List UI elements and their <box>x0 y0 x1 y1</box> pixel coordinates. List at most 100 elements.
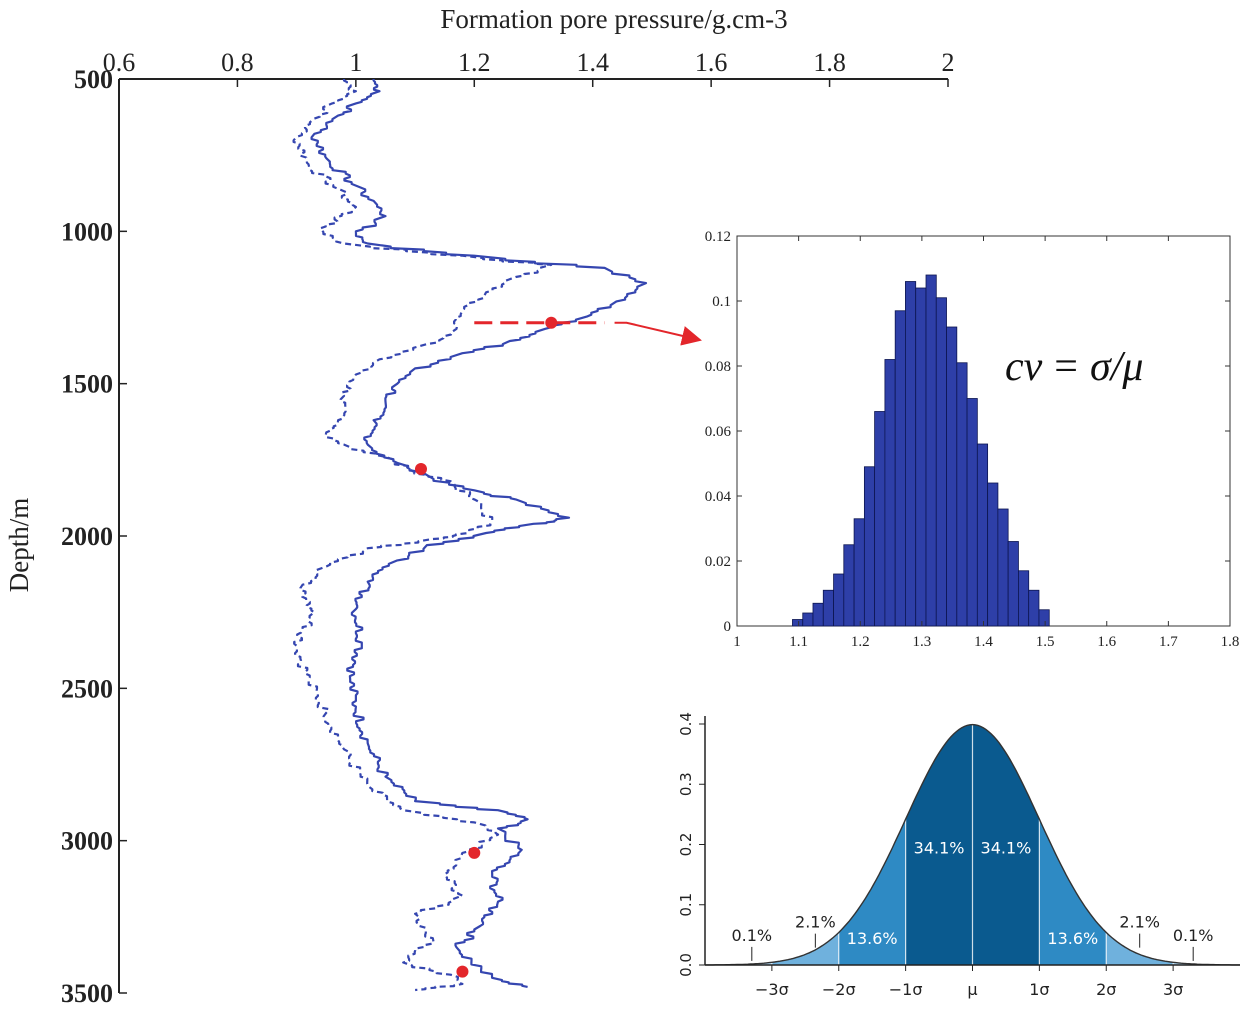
region-percent-label: 13.6% <box>1047 929 1098 948</box>
normal-x-tick-label: μ <box>967 980 977 999</box>
histogram-y-tick-label: 0.04 <box>705 489 732 505</box>
histogram-x-tick-label: 1.3 <box>913 634 932 650</box>
histogram-bar <box>946 326 958 627</box>
y-tick-label: 2000 <box>61 522 113 551</box>
pore-pressure-markers <box>414 316 702 978</box>
y-axis-label: Depth/m <box>4 498 34 593</box>
histogram-bar <box>874 411 886 627</box>
red-marker <box>545 316 558 329</box>
y-tick-label: 3500 <box>61 979 113 1008</box>
x-tick-label: 2 <box>942 48 955 77</box>
histogram-x-tick-label: 1.2 <box>851 634 870 650</box>
histogram-y-tick-label: 0.02 <box>705 554 731 570</box>
cv-formula: cv = σ/μ <box>1005 344 1143 390</box>
histogram-bar <box>802 612 814 627</box>
histogram-bar <box>987 482 999 627</box>
histogram-bar <box>976 443 989 627</box>
normal-region <box>1106 932 1174 965</box>
x-tick-label: 1.2 <box>458 48 491 77</box>
histogram-bar <box>812 602 824 627</box>
histogram-bar <box>1007 541 1019 627</box>
normal-x-tick-label: −2σ <box>822 980 856 999</box>
normal-y-tick-label: 0.3 <box>677 772 695 796</box>
region-percent-label: 0.1% <box>731 926 772 945</box>
region-percent-label: 13.6% <box>847 929 898 948</box>
normal-distribution-axes: 0.0 0.1 0.2 0.3 0.4 −3σ −2σ −1σ μ 1σ 2σ 3σ <box>677 712 1240 999</box>
normal-distribution-region-labels: 34.1% 34.1% 13.6% 13.6% 2.1% 2.1% 0.1% 0.1% <box>731 839 1214 961</box>
y-tick-label: 3000 <box>61 827 113 856</box>
histogram-bar <box>1038 609 1050 627</box>
y-tick-label: 500 <box>74 65 113 94</box>
x-tick-label: 1.8 <box>813 48 846 77</box>
cv-formula-eq: = <box>1054 344 1078 390</box>
normal-x-tick-label: 1σ <box>1029 980 1049 999</box>
histogram-bar <box>884 359 896 627</box>
histogram-bars <box>792 274 1050 627</box>
histogram-x-tick-label: 1.7 <box>1159 634 1178 650</box>
histogram-x-tick-label: 1.6 <box>1097 634 1116 650</box>
red-marker <box>456 965 469 978</box>
pore-pressure-axes: 0.6 0.8 1 1.2 1.4 1.6 1.8 250010001500200025003… <box>61 48 955 1008</box>
x-tick-label: 1.4 <box>576 48 609 77</box>
lower-bound-line <box>292 79 553 992</box>
region-percent-label: 2.1% <box>795 913 836 932</box>
cv-formula-lhs: cv <box>1005 344 1043 390</box>
normal-y-tick-label: 0.4 <box>677 712 695 736</box>
histogram-bar <box>822 589 834 627</box>
histogram-bar <box>843 544 855 627</box>
red-arrow <box>614 321 702 346</box>
region-percent-label: 2.1% <box>1119 913 1160 932</box>
histogram-bar <box>792 619 804 627</box>
histogram-bar <box>1018 570 1030 627</box>
y-tick-label: 1000 <box>61 217 113 246</box>
cv-formula-rhs: σ/μ <box>1090 344 1143 390</box>
region-percent-label: 0.1% <box>1173 926 1214 945</box>
normal-x-tick-label: 3σ <box>1163 980 1183 999</box>
histogram-bar <box>1028 589 1040 627</box>
histogram-bar <box>925 274 937 627</box>
histogram-bar <box>935 297 947 627</box>
histogram-bar <box>863 466 876 627</box>
histogram-bar <box>905 281 917 627</box>
histogram-bar <box>956 362 968 627</box>
normal-x-tick-label: 2σ <box>1096 980 1116 999</box>
pore-pressure-chart: 0.6 0.8 1 1.2 1.4 1.6 1.8 250010001500200025003… <box>4 4 955 1008</box>
y-tick-label: 2500 <box>61 674 113 703</box>
histogram-bar <box>966 398 978 627</box>
histogram-y-tick-label: 0.08 <box>705 359 731 375</box>
histogram-bar <box>833 573 845 627</box>
normal-y-tick-label: 0.2 <box>677 833 695 857</box>
normal-curve <box>705 723 1240 966</box>
x-tick-label: 0.6 <box>103 48 136 77</box>
histogram-bar <box>894 310 906 627</box>
normal-x-tick-label: −3σ <box>755 980 789 999</box>
histogram-y-tick-label: 0.12 <box>705 229 731 245</box>
histogram-chart: 1 1.1 1.2 1.3 1.4 1.5 1.6 1.7 1.8 0 0.02 0.04 0.06 0.… <box>705 229 1240 650</box>
normal-y-tick-label: 0.0 <box>677 953 695 977</box>
red-marker <box>414 462 427 475</box>
normal-distribution-regions <box>705 723 1240 966</box>
histogram-bar <box>853 518 865 627</box>
pore-pressure-series <box>292 79 648 992</box>
normal-region <box>771 932 839 965</box>
x-tick-label: 1.6 <box>695 48 728 77</box>
histogram-x-tick-label: 1.8 <box>1221 634 1240 650</box>
x-tick-label: 0.8 <box>221 48 254 77</box>
region-percent-label: 34.1% <box>914 839 965 858</box>
histogram-x-tick-label: 1.5 <box>1036 634 1055 650</box>
normal-x-tick-label: −1σ <box>889 980 923 999</box>
red-marker <box>468 846 481 859</box>
histogram-x-tick-label: 1.4 <box>974 634 993 650</box>
x-tick-label: 1 <box>349 48 362 77</box>
histogram-bar <box>997 508 1009 627</box>
histogram-axes: 1 1.1 1.2 1.3 1.4 1.5 1.6 1.7 1.8 0 0.02 0.04 0.06 0.… <box>705 229 1240 650</box>
histogram-x-tick-label: 1.1 <box>789 634 808 650</box>
normal-distribution-chart: 0.00.10.20.30.4−3σ −2σ −1σ μ 1σ 2σ 3σ 34.1% 34.… <box>677 712 1240 999</box>
upper-bound-line <box>310 79 648 988</box>
histogram-y-tick-label: 0.06 <box>705 424 732 440</box>
histogram-y-tick-label: 0.1 <box>712 294 731 310</box>
region-percent-label: 34.1% <box>981 839 1032 858</box>
x-axis-label: Formation pore pressure/g.cm-3 <box>440 4 787 34</box>
histogram-y-tick-label: 0 <box>724 619 732 635</box>
